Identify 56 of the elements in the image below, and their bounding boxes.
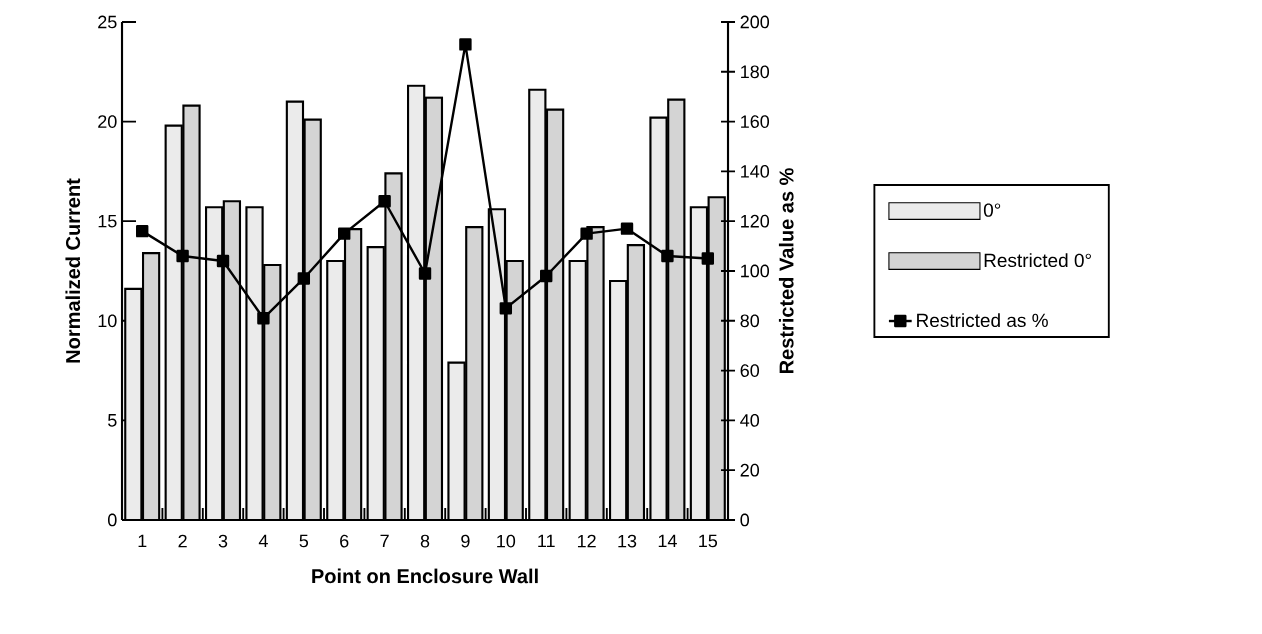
point (297, 272, 311, 285)
x-tick-label: 15 (699, 534, 718, 548)
y-axis-title: Normalized Current (65, 178, 81, 363)
y-tick-label: 10 (98, 314, 117, 328)
point (257, 312, 270, 325)
y2-tick-label: 0 (740, 513, 750, 527)
point (418, 267, 432, 280)
x-tick-label: 9 (461, 534, 470, 548)
y2-tick-label: 180 (741, 65, 770, 79)
point (136, 224, 149, 238)
y2-tick-label: 120 (741, 214, 770, 228)
y-tick-label: 15 (98, 214, 117, 228)
x-tick-label: 13 (618, 534, 637, 548)
bar (587, 227, 604, 520)
bar (385, 173, 402, 520)
bar (183, 105, 200, 520)
point (540, 269, 553, 283)
point (216, 254, 230, 268)
x-tick-label: 5 (299, 534, 309, 548)
point (176, 249, 189, 263)
x-tick-label: 1 (138, 534, 147, 548)
point (499, 302, 513, 315)
y-tick-label: 20 (98, 115, 117, 128)
point (580, 227, 593, 240)
point (701, 252, 715, 265)
legend-label: Restricted 0° (984, 253, 1091, 268)
legend-label: 0° (983, 203, 1001, 217)
x-tick-label: 4 (258, 534, 268, 548)
x-tick-label: 8 (420, 534, 430, 548)
y2-tick-label: 60 (740, 364, 760, 377)
y2-tick-label: 40 (740, 414, 760, 427)
x-axis-title: Point on Enclosure Wall (312, 568, 538, 584)
y2-tick-label: 100 (741, 264, 770, 278)
x-tick-label: 2 (178, 534, 187, 548)
legend-label: Restricted as % (917, 313, 1048, 328)
point (378, 195, 391, 208)
x-tick-label: 11 (538, 534, 555, 548)
x-tick-label: 14 (658, 534, 677, 548)
y2-tick-label: 140 (741, 165, 770, 178)
y2-tick-label: 200 (740, 15, 770, 29)
x-tick-label: 12 (577, 534, 596, 548)
x-tick-label: 7 (380, 534, 389, 548)
point (661, 249, 674, 263)
x-tick-label: 3 (218, 534, 228, 548)
y-tick-label: 0 (108, 513, 117, 527)
point (620, 222, 634, 235)
x-tick-label: 10 (497, 534, 516, 548)
y2-tick-label: 20 (740, 463, 760, 477)
x-tick-label: 6 (340, 534, 349, 548)
y-tick-label: 25 (98, 15, 117, 29)
y2-axis-title: Restricted Value as % (778, 168, 794, 374)
point (338, 227, 351, 240)
y-tick-label: 5 (108, 414, 117, 427)
y2-tick-label: 160 (741, 115, 770, 128)
y2-tick-label: 80 (740, 314, 760, 328)
point (459, 38, 472, 51)
